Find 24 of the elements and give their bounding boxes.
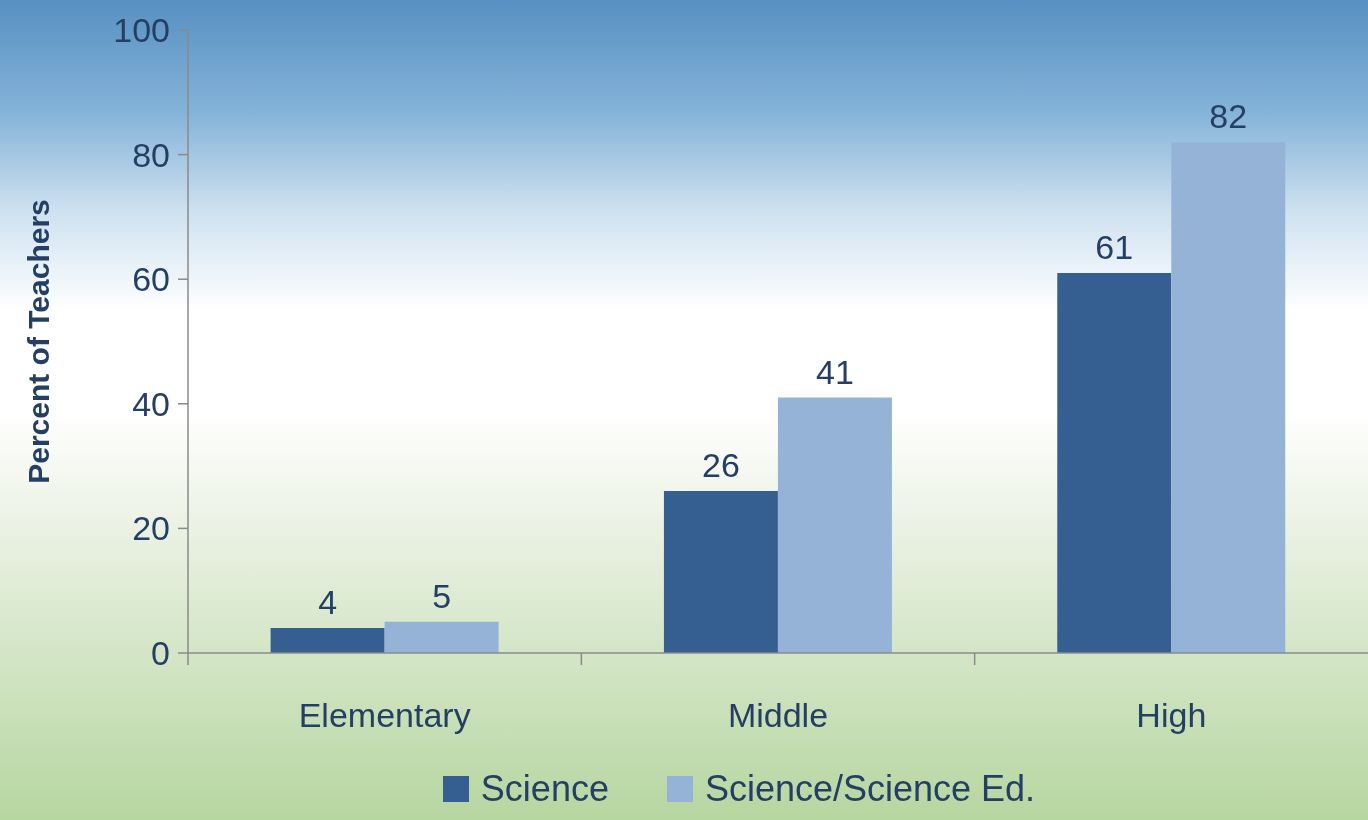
data-label: 4 (318, 583, 338, 622)
bar (777, 397, 892, 653)
data-label: 5 (432, 576, 452, 615)
y-tick-label: 20 (132, 509, 170, 548)
x-tick-label: High (1136, 696, 1207, 734)
x-tick-label: Elementary (298, 696, 471, 734)
legend-label: Science (480, 768, 609, 810)
data-label: 41 (816, 352, 854, 391)
bar (1057, 272, 1172, 653)
x-tick-label: Middle (727, 696, 829, 734)
data-label: 61 (1095, 227, 1134, 266)
bar (1171, 142, 1286, 653)
y-axis-title: Percent of Teachers (21, 199, 55, 484)
data-label: 82 (1209, 97, 1248, 136)
y-tick-label: 40 (132, 384, 170, 423)
y-tick-label: 100 (113, 11, 170, 50)
data-label: 26 (702, 446, 740, 485)
y-tick-label: 80 (132, 135, 170, 174)
legend-label: Science/Science Ed. (704, 768, 1036, 810)
bar (384, 621, 499, 653)
y-tick-label: 0 (151, 634, 170, 673)
bar (663, 491, 778, 653)
bar (270, 628, 385, 653)
y-tick-label: 60 (132, 260, 170, 299)
